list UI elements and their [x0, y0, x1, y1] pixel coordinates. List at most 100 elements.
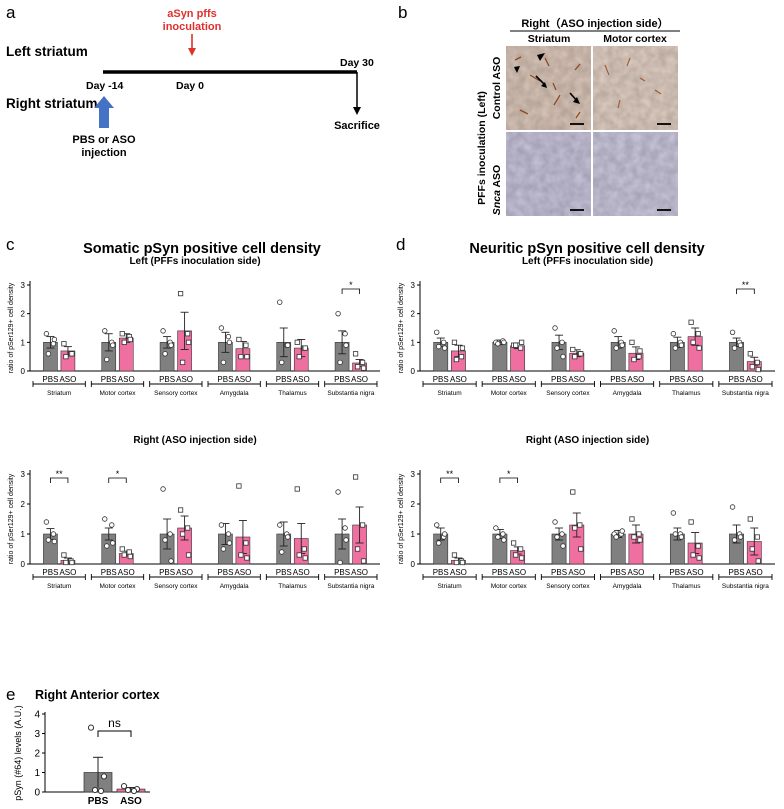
y-tick-label: 1: [34, 768, 40, 779]
data-point-aso: [352, 474, 359, 480]
data-point-pbs: [434, 329, 440, 335]
group-label-aso: ASO: [176, 568, 193, 577]
micrograph-snca-motor: [593, 132, 678, 216]
data-point-aso: [352, 351, 359, 357]
data-point-aso: [511, 540, 517, 546]
group-label-aso: ASO: [509, 375, 526, 384]
y-tick-label: 1: [411, 530, 416, 539]
y-tick-label: 0: [34, 788, 40, 799]
data-point-aso: [631, 356, 637, 363]
group-label-aso: ASO: [628, 375, 645, 384]
data-point-pbs: [442, 531, 448, 537]
y-axis-label: pSyn (#64) levels (A.U.): [13, 705, 23, 801]
data-point-aso: [294, 486, 300, 492]
y-tick-label: 3: [411, 281, 416, 290]
region-label: Substantia nigra: [722, 583, 769, 590]
data-point-aso: [301, 546, 307, 552]
data-point-pbs: [225, 333, 232, 340]
y-tick-label: 2: [21, 310, 26, 319]
data-point-pbs: [279, 549, 285, 555]
label-day-30: Day 30: [340, 57, 374, 69]
data-point-pbs: [500, 531, 506, 537]
data-point-pbs: [226, 339, 233, 346]
region-label: Amygdala: [613, 390, 642, 397]
data-point-aso: [696, 345, 702, 351]
panel-label-b: b: [398, 3, 407, 22]
y-tick-label: 1: [21, 530, 26, 539]
significance-bracket: [108, 477, 127, 483]
region-label: Sensory cortex: [546, 583, 590, 590]
significance-label: **: [742, 280, 750, 290]
group-label-pbs: PBS: [88, 796, 109, 807]
group-label-pbs: PBS: [433, 375, 449, 384]
chart-d_right: Right (ASO injection side) ratio of pSer1…: [398, 435, 775, 590]
data-point-aso: [754, 359, 760, 366]
data-point-aso: [354, 546, 361, 552]
data-point-aso: [243, 342, 249, 348]
row-label-snca: Snca ASO: [491, 165, 503, 215]
panel-label-e: e: [6, 685, 15, 704]
y-tick-label: 0: [21, 560, 26, 569]
group-label-aso: ASO: [746, 568, 763, 577]
region-label: Amygdala: [220, 390, 249, 397]
data-point-pbs: [343, 342, 349, 348]
group-label-pbs: PBS: [159, 375, 175, 384]
region-label: Motor cortex: [491, 390, 528, 397]
data-point-pbs: [335, 489, 341, 495]
data-point-pbs: [342, 525, 348, 531]
charts-layer: Left (PFFs inoculation side) ratio of pSe…: [8, 256, 775, 807]
data-point-aso: [243, 540, 249, 546]
group-label-pbs: PBS: [551, 375, 567, 384]
group-label-aso: ASO: [118, 375, 135, 384]
data-point-pbs: [343, 537, 349, 543]
label-pbs-aso-2: injection: [81, 147, 127, 159]
data-point-aso: [519, 555, 525, 561]
data-point-pbs: [218, 522, 225, 528]
data-point-pbs: [104, 543, 110, 549]
data-point-aso: [63, 354, 69, 360]
region-label: Thalamus: [278, 390, 307, 397]
label-sacrifice: Sacrifice: [334, 120, 380, 132]
data-point-aso: [177, 507, 184, 513]
data-point-pbs: [737, 534, 744, 540]
data-point-pbs: [672, 531, 679, 537]
chart-title: Right Anterior cortex: [35, 688, 160, 702]
data-point-pbs: [160, 328, 166, 334]
data-point-pbs: [109, 522, 115, 528]
data-point-aso: [453, 356, 460, 363]
group-label-pbs: PBS: [276, 568, 292, 577]
y-tick-label: 3: [34, 729, 40, 740]
group-label-aso: ASO: [59, 568, 76, 577]
chart-title: Left (PFFs inoculation side): [129, 256, 260, 267]
data-point-pbs: [91, 786, 99, 794]
data-point-pbs: [285, 342, 291, 348]
data-point-aso: [294, 339, 300, 345]
data-point-aso: [238, 354, 244, 360]
group-label-pbs: PBS: [42, 568, 58, 577]
data-point-aso: [127, 336, 133, 343]
data-point-pbs: [729, 329, 736, 335]
data-point-aso: [749, 546, 755, 552]
data-point-aso: [513, 342, 519, 348]
data-point-aso: [513, 552, 519, 558]
data-point-pbs: [559, 339, 565, 346]
panel-label-d: d: [396, 235, 405, 254]
significance-bracket: [341, 288, 360, 294]
y-tick-label: 2: [411, 310, 416, 319]
data-point-pbs: [493, 525, 499, 531]
data-point-aso: [688, 319, 694, 325]
data-point-pbs: [729, 504, 736, 510]
chart-c_right: Right (ASO injection side) ratio of pSer1…: [8, 435, 380, 590]
data-point-pbs: [436, 540, 442, 546]
significance-label: ns: [108, 716, 121, 730]
data-point-pbs: [495, 341, 501, 347]
data-point-pbs: [552, 519, 558, 525]
group-label-aso: ASO: [450, 375, 467, 384]
region-label: Substantia nigra: [722, 390, 769, 397]
data-point-pbs: [559, 531, 565, 537]
data-point-pbs: [50, 531, 57, 537]
data-point-aso: [179, 531, 186, 537]
data-point-pbs: [613, 345, 619, 351]
y-axis-label: ratio of pSer129+ cell density: [8, 282, 15, 373]
